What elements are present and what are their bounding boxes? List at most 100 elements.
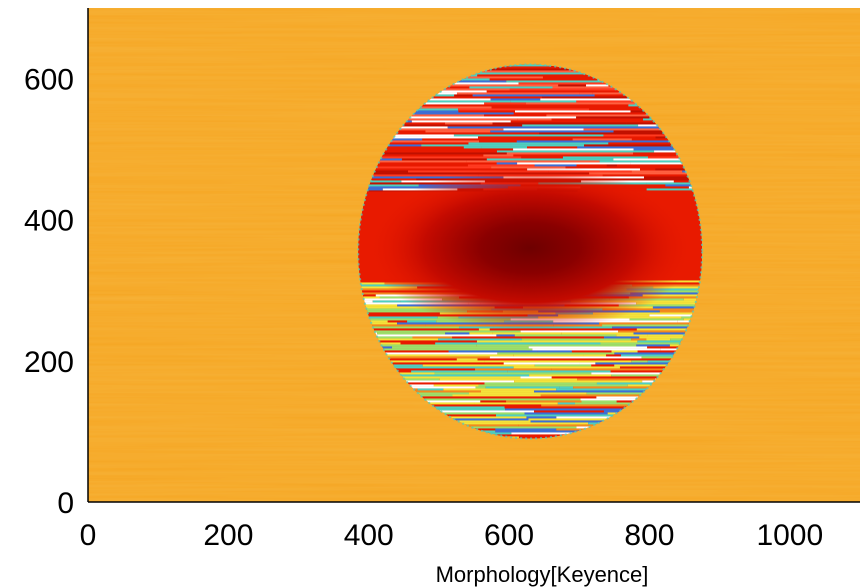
stripe-segment	[358, 304, 398, 307]
stripe-segment	[517, 118, 552, 121]
stripe-segment	[534, 390, 676, 393]
stripe-segment	[646, 338, 671, 341]
stripe-segment	[358, 338, 439, 341]
stripe-segment	[510, 100, 577, 103]
stripe-segment	[422, 364, 535, 367]
stripe-segment	[630, 110, 653, 113]
stripe-segment	[665, 184, 703, 187]
stripe-segment	[358, 300, 373, 303]
stripe-segment	[456, 92, 468, 95]
stripe-segment	[629, 178, 703, 181]
stripe-segment	[630, 162, 703, 165]
stripe-segment	[422, 138, 573, 141]
stripe-segment	[484, 382, 597, 385]
stripe-segment	[358, 310, 468, 313]
stripe-segment	[454, 94, 473, 97]
stripe-segment	[534, 410, 604, 413]
stripe-segment	[405, 390, 481, 393]
stripe-segment	[559, 386, 574, 389]
stripe-segment	[474, 402, 558, 405]
stripe-segment	[358, 112, 514, 115]
stripe-segment	[496, 162, 518, 165]
stripe-segment	[514, 334, 617, 337]
stripe-segment	[506, 80, 618, 83]
stripe-segment	[458, 108, 590, 111]
stripe-segment	[534, 364, 592, 367]
stripe-segment	[358, 336, 413, 339]
stripe-segment	[602, 308, 703, 311]
stripe-segment	[599, 322, 698, 325]
stripe-segment	[433, 384, 479, 387]
stripe-segment	[475, 368, 552, 371]
stripe-segment	[358, 174, 479, 177]
stripe-segment	[633, 152, 703, 155]
stripe-segment	[642, 294, 703, 297]
stripe-segment	[541, 404, 703, 407]
stripe-segment	[652, 306, 703, 309]
stripe-segment	[492, 332, 562, 335]
stripe-segment	[503, 362, 580, 365]
stripe-segment	[377, 118, 518, 121]
stripe-segment	[514, 380, 643, 383]
stripe-segment	[675, 280, 703, 283]
stripe-segment	[467, 164, 535, 167]
stripe-segment	[358, 166, 492, 169]
stripe-segment	[358, 124, 523, 127]
stripe-segment	[425, 350, 439, 353]
stripe-segment	[514, 110, 631, 113]
stripe-segment	[486, 90, 607, 93]
stripe-segment	[551, 368, 694, 371]
stripe-segment	[492, 122, 627, 125]
stripe-segment	[484, 102, 527, 105]
stripe-segment	[546, 114, 654, 117]
stripe-segment	[637, 340, 687, 343]
stripe-segment	[526, 416, 557, 419]
stripe-segment	[591, 372, 703, 375]
stripe-segment	[621, 328, 637, 331]
stripe-segment	[358, 146, 464, 149]
stripe-segment	[495, 414, 648, 417]
stripe-segment	[358, 170, 409, 173]
stripe-segment	[485, 386, 560, 389]
stripe-segment	[448, 350, 538, 353]
stripe-segment	[522, 114, 547, 117]
stripe-segment	[600, 342, 693, 345]
stripe-segment	[358, 142, 469, 145]
stripe-segment	[496, 334, 515, 337]
stripe-segment	[358, 360, 485, 363]
stripe-segment	[611, 350, 638, 353]
x-tick-label: 0	[80, 519, 97, 552]
stripe-segment	[558, 84, 587, 87]
stripe-segment	[595, 362, 703, 365]
stripe-segment	[583, 354, 607, 357]
stripe-segment	[358, 294, 376, 297]
stripe-segment	[480, 390, 535, 393]
stripe-segment	[481, 146, 528, 149]
stripe-segment	[499, 114, 523, 117]
stripe-segment	[503, 128, 584, 131]
stripe-segment	[592, 312, 703, 315]
stripe-segment	[478, 136, 552, 139]
stripe-segment	[616, 164, 703, 167]
stripe-segment	[659, 310, 703, 313]
x-axis-caption: Morphology[Keyence]	[436, 562, 649, 587]
stripe-segment	[469, 332, 493, 335]
stripe-segment	[358, 350, 426, 353]
stripe-segment	[571, 350, 612, 353]
stripe-segment	[421, 84, 559, 87]
stripe-segment	[477, 358, 564, 361]
stripe-segment	[612, 326, 700, 329]
stripe-segment	[646, 188, 703, 191]
stripe-segment	[372, 300, 401, 303]
y-tick-label: 200	[24, 346, 74, 379]
stripe-segment	[358, 322, 398, 325]
stripe-segment	[495, 428, 557, 431]
dark-core	[366, 164, 694, 332]
stripe-segment	[524, 412, 608, 415]
stripe-segment	[405, 410, 535, 413]
stripe-segment	[513, 112, 678, 115]
stripe-segment	[573, 386, 657, 389]
stripe-segment	[602, 324, 703, 327]
stripe-segment	[358, 184, 419, 187]
stripe-segment	[358, 340, 477, 343]
